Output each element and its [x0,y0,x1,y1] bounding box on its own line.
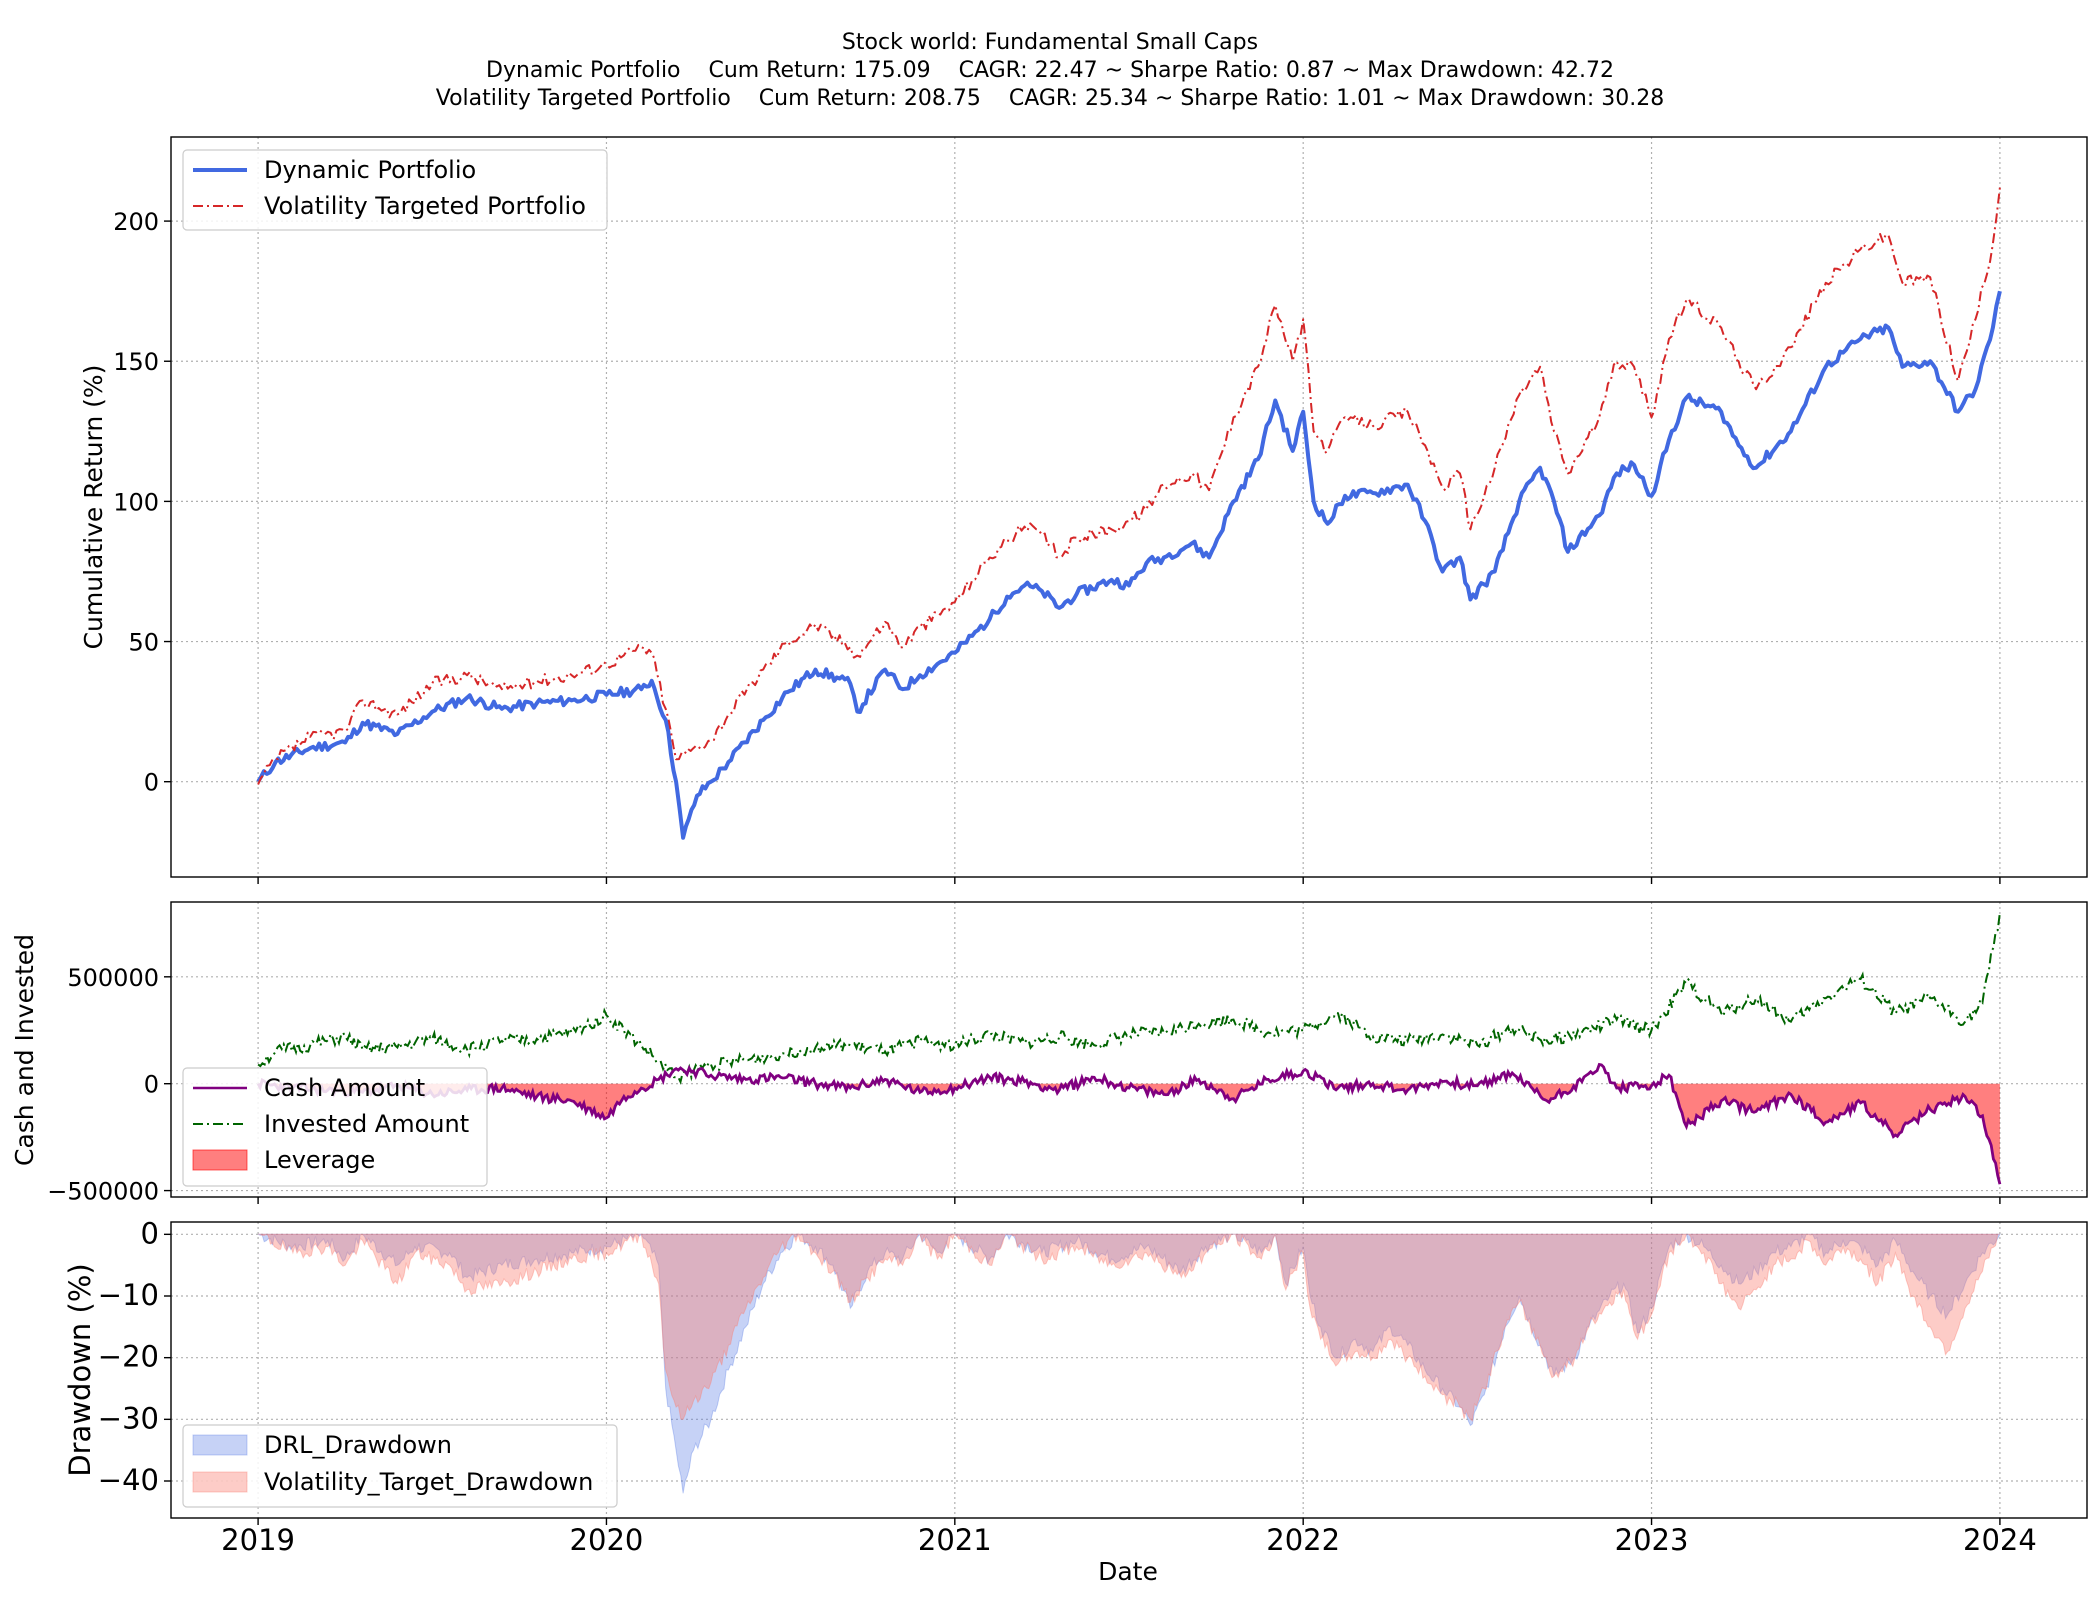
figure-title: Stock world: Fundamental Small Caps Dyna… [436,30,1665,111]
drawdown-ytick-label: 0 [141,1216,159,1250]
cumulative-return-legend-box [182,149,608,231]
x-tick-label: 2019 [221,1523,295,1557]
cash-invested-ylabel: Cash and Invested [10,934,39,1166]
series-line-invested-amount [257,912,2001,1085]
cumulative-return-ytick-label: 50 [128,629,159,657]
title-line-2: Dynamic Portfolio Cum Return: 175.09 CAG… [486,58,1614,83]
drawdown-ytick-label: −10 [98,1278,159,1312]
x-tick-label: 2020 [570,1523,644,1557]
series-area-volatility-target-drawdown [258,1232,2000,1422]
cash-invested-ytick-label: 0 [144,1071,159,1099]
title-line-3: Volatility Targeted Portfolio Cum Return… [436,86,1665,111]
cumulative-return-legend: Dynamic Portfolio Volatility Targeted Po… [182,149,608,231]
series-line-dynamic-portfolio [256,290,2002,840]
cumulative-return-ylabel: Cumulative Return (%) [79,365,108,650]
series-area-drl-drawdown [257,1232,2001,1494]
drawdown-ylabel: Drawdown (%) [63,1263,97,1476]
cash-invested-ytick-label: −500000 [47,1178,159,1206]
x-tick-label: 2024 [1963,1523,2037,1557]
legend-label-invested-amount: Invested Amount [264,1110,469,1138]
series-line-volatility-targeted-portfolio [257,187,2001,785]
cash-invested-ticks: −500000 0 500000 [47,964,2001,1206]
cumulative-return-grid [171,137,2087,877]
drawdown-legend: DRL_Drawdown Volatility_Target_Drawdown [182,1424,618,1508]
x-tick-label: 2022 [1266,1523,1340,1557]
drawdown-panel: 0 −10 −20 −30 −40 Drawdown (%) DRL_Drawdown … [63,1216,2088,1525]
cumulative-return-frame [170,136,2088,878]
legend-label-volatility-target-drawdown: Volatility_Target_Drawdown [264,1468,593,1496]
title-line-1: Stock world: Fundamental Small Caps [842,30,1258,55]
cumulative-return-ytick-label: 0 [144,769,159,797]
cumulative-return-ticks: 0 50 100 150 200 [113,208,2001,884]
cumulative-return-ytick-label: 100 [113,488,159,516]
cash-invested-legend: Cash Amount Invested Amount Leverage [182,1067,488,1187]
cumulative-return-plot [256,187,2002,840]
legend-label-cash-amount: Cash Amount [264,1074,425,1102]
cash-invested-panel: −500000 0 500000 Cash and Invested Cash Am… [10,901,2088,1206]
drawdown-ytick-label: −30 [98,1401,159,1435]
drawdown-ytick-label: −40 [98,1463,159,1497]
drawdown-plot [257,1232,2001,1494]
x-tick-label: 2023 [1615,1523,1689,1557]
legend-swatch-drl-drawdown [192,1434,248,1456]
drawdown-legend-box [182,1424,618,1508]
legend-label-drl-drawdown: DRL_Drawdown [264,1431,452,1459]
cumulative-return-ytick-label: 200 [113,208,159,236]
legend-swatch-leverage [192,1149,248,1171]
cumulative-return-panel: 0 50 100 150 200 Cumulative Return (%) Dynam… [79,136,2088,884]
cumulative-return-ytick-label: 150 [113,348,159,376]
x-tick-label: 2021 [918,1523,992,1557]
legend-label-volatility-targeted-portfolio: Volatility Targeted Portfolio [264,192,586,220]
legend-label-dynamic-portfolio: Dynamic Portfolio [264,156,476,184]
cash-invested-legend-box [182,1067,488,1187]
drawdown-frame [170,1221,2088,1519]
x-axis-label: Date [1098,1557,1158,1586]
legend-label-leverage: Leverage [264,1146,375,1174]
drawdown-ticks: 0 −10 −20 −30 −40 [98,1216,2001,1525]
drawdown-ytick-label: −20 [98,1340,159,1374]
cash-invested-ytick-label: 500000 [67,964,159,992]
x-axis-ticks: 2019 2020 2021 2022 2023 2024 [221,1523,2037,1557]
legend-swatch-volatility-target-drawdown [192,1471,248,1493]
series-line-cash-amount [256,1062,2002,1185]
cash-invested-frame [170,901,2088,1198]
